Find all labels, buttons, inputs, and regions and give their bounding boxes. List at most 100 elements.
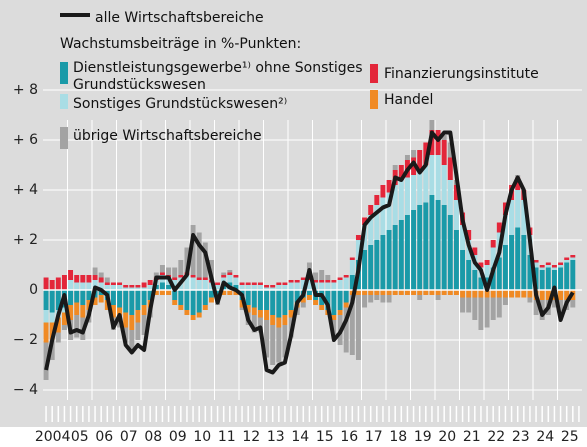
bar [221,290,227,295]
bar [288,282,294,290]
bar [270,287,276,290]
bar [313,272,319,280]
bar [104,277,110,283]
bar [55,277,61,290]
bar [392,290,398,295]
bar [61,325,67,330]
bar [172,267,178,278]
x-tick-label: 07 [120,429,138,445]
bar [502,297,508,305]
bar [172,300,178,305]
bar [478,262,484,268]
bar [404,290,410,295]
y-tick-label: + 2 [13,232,38,248]
bar [319,280,325,283]
x-tick-label: 10 [193,429,211,445]
bar [570,300,576,308]
bar [166,290,172,295]
legend-label: Finanzierungsinstitute [384,66,539,82]
y-tick-label: − 2 [13,332,38,348]
bar [545,290,551,300]
bar [282,285,288,290]
bar [441,290,447,295]
bar [276,282,282,285]
y-tick-label: + 8 [13,82,38,98]
bar [539,270,545,290]
bar [533,260,539,263]
bar [423,142,429,165]
bar [423,202,429,290]
bar [141,282,147,288]
bar [490,297,496,320]
bar [509,200,515,235]
bar [429,195,435,290]
bar [245,285,251,290]
bar [110,282,116,285]
bar [478,290,484,298]
bar [294,280,300,283]
bar [294,282,300,290]
bar [441,140,447,165]
bar [435,130,441,155]
bar [527,255,533,290]
bar [551,265,557,268]
bar [233,275,239,278]
legend-swatch [60,13,90,17]
bar [386,295,392,303]
bar [417,205,423,290]
bar [141,287,147,290]
bar [417,290,423,295]
bar [233,277,239,285]
bar [123,285,129,288]
bar [190,275,196,278]
bar [472,270,478,290]
bar [337,280,343,290]
bar [355,295,361,360]
bar [117,290,123,308]
bar [374,195,380,205]
bar [264,290,270,310]
bar [331,282,337,290]
bar [386,192,392,230]
bar [257,290,263,310]
bar [43,277,49,290]
bar [331,320,337,335]
bar [86,300,92,310]
bar [447,142,453,158]
x-tick-label: 14 [291,429,309,445]
bar [110,290,116,305]
bar [74,290,80,303]
bar [539,265,545,268]
bar [349,257,355,260]
bar [325,282,331,290]
bar [502,215,508,245]
bar [539,290,545,300]
bar [196,290,202,313]
bar [276,285,282,290]
bar [337,290,343,310]
bar [98,277,104,283]
bar [196,312,202,318]
bar [135,322,141,340]
bar [264,285,270,288]
bar [490,290,496,298]
bar [239,300,245,308]
bar [392,225,398,290]
bar [117,282,123,285]
x-tick-label: 25 [561,429,579,445]
bar [368,215,374,245]
bar [300,302,306,308]
bar [355,240,361,260]
legend-label: Sonstiges Grundstückswesen²⁾ [73,96,288,112]
bar [435,200,441,290]
bar [68,290,74,305]
bar [251,307,257,315]
bar [208,282,214,290]
bar [80,275,86,283]
bar [545,265,551,268]
bar [257,282,263,285]
bar [288,290,294,310]
bar [484,297,490,328]
bar [245,282,251,285]
